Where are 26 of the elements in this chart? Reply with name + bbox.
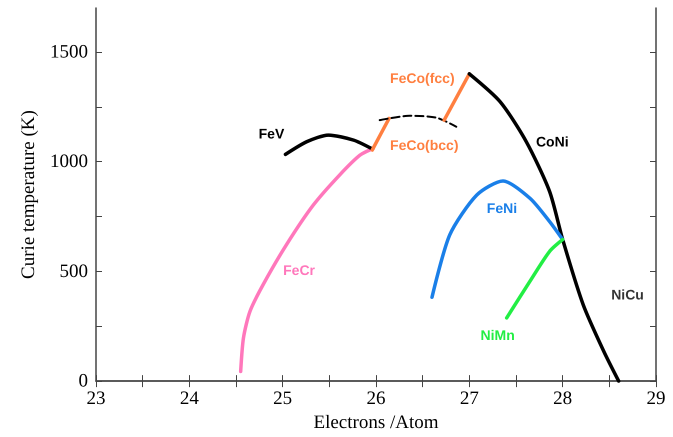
line-series bbox=[430, 179, 564, 300]
line-series bbox=[504, 238, 564, 320]
y-tick-label: 0 bbox=[78, 370, 88, 392]
series-label: CoNi bbox=[536, 134, 569, 150]
series-label: FeCo(fcc) bbox=[390, 70, 455, 86]
y-tick-label: 500 bbox=[60, 260, 88, 282]
series-label: NiMn bbox=[480, 326, 515, 343]
series-label: FeV bbox=[258, 125, 285, 142]
x-tick-label: 25 bbox=[273, 388, 292, 410]
line-series bbox=[378, 114, 458, 128]
x-tick-label: 24 bbox=[180, 388, 200, 410]
y-tick-label: 1000 bbox=[50, 151, 88, 172]
x-tick-label: 26 bbox=[366, 388, 386, 410]
annotation: NiCu bbox=[611, 286, 644, 303]
x-axis-title: Electrons /Atom bbox=[313, 412, 439, 433]
x-tick-label: 29 bbox=[646, 388, 666, 410]
series-label: FeCo(bcc) bbox=[390, 136, 458, 153]
line-series bbox=[238, 146, 375, 374]
x-tick-label: 27 bbox=[460, 388, 479, 410]
x-tick-label: 28 bbox=[553, 388, 572, 410]
x-tick-label: 23 bbox=[86, 388, 106, 410]
y-tick-label: 1500 bbox=[50, 41, 88, 62]
y-axis-title: Curie temperature (K) bbox=[18, 110, 39, 279]
line-series bbox=[284, 133, 374, 156]
series-label: FeNi bbox=[486, 200, 518, 216]
series-label: FeCr bbox=[283, 262, 316, 278]
